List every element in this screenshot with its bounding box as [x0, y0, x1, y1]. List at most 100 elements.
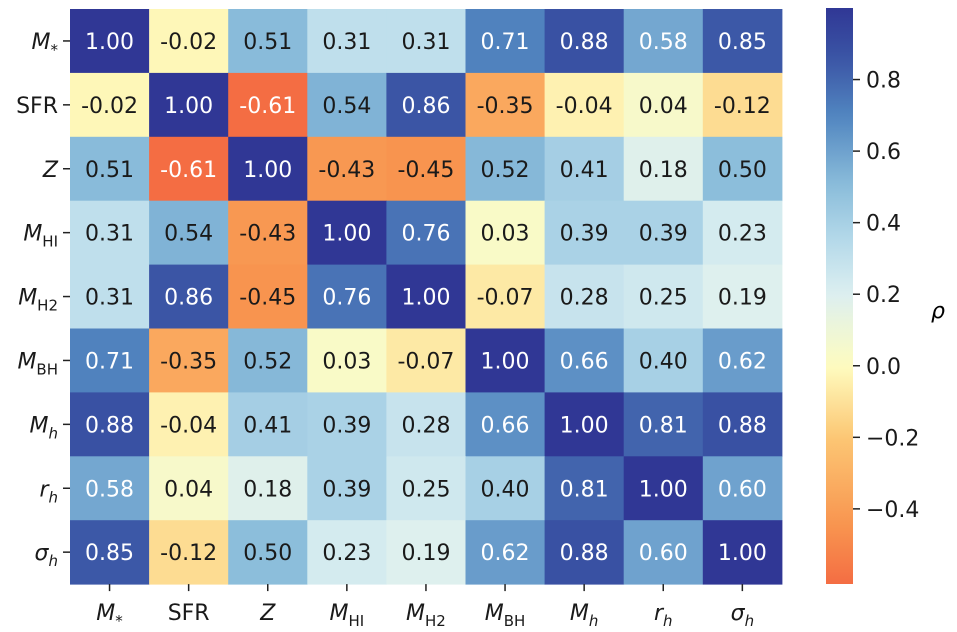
cell-value-label: 0.81 [639, 413, 688, 438]
heatmap-cell [465, 520, 546, 585]
axis-tick-label: rh [39, 477, 58, 506]
cell-value-label: 0.51 [85, 158, 134, 183]
cell-value-label: 0.66 [481, 413, 530, 438]
cell-value-label: 0.03 [481, 222, 530, 247]
colorbar-tick-label: 0.0 [866, 355, 901, 380]
heatmap-cell [307, 456, 387, 521]
cell-value-label: 0.39 [560, 222, 609, 247]
heatmap-cell [307, 9, 387, 74]
cell-value-label: 1.00 [639, 477, 688, 502]
colorbar [826, 8, 853, 584]
heatmap-cells: 1.00 -0.02 0.51 0.31 0.31 0.71 0.88 0.58 0.85 -0.… [70, 9, 783, 585]
colorbar-label: ρ [931, 299, 945, 324]
heatmap-cell [623, 200, 704, 266]
heatmap-cell [70, 328, 150, 393]
colorbar-ticks: 0.8 0.6 0.4 0.2 0.0 −0.2 −0.4 [853, 69, 919, 523]
cell-value-label: 0.88 [560, 541, 609, 566]
heatmap-cell [465, 264, 546, 329]
cell-value-label: -0.02 [160, 30, 217, 55]
cell-value-label: -0.61 [160, 158, 217, 183]
axis-tick-label: Z [42, 158, 59, 183]
cell-value-label: -0.07 [397, 349, 454, 374]
heatmap-cell [149, 9, 229, 74]
axis-tick-label: MHI [330, 601, 365, 630]
heatmap-cell [465, 392, 546, 457]
colorbar-tick-label: 0.2 [866, 283, 901, 308]
cell-value-label: 0.23 [718, 222, 767, 247]
cell-value-label: 0.23 [322, 541, 371, 566]
heatmap-cell [149, 456, 229, 521]
heatmap-cell [228, 136, 308, 202]
heatmap-cell [465, 328, 546, 393]
heatmap-cell [544, 456, 625, 521]
cell-value-label: 0.52 [481, 158, 530, 183]
heatmap-cell [702, 328, 783, 393]
heatmap-cell [623, 328, 704, 393]
heatmap-cell [70, 392, 150, 457]
heatmap-cell [544, 392, 625, 457]
heatmap-cell [307, 392, 387, 457]
cell-value-label: 1.00 [718, 541, 767, 566]
heatmap-cell [465, 456, 546, 521]
heatmap-cell [386, 136, 466, 202]
cell-value-label: 0.39 [322, 413, 371, 438]
heatmap-cell [70, 520, 150, 585]
heatmap-cell [623, 72, 704, 138]
heatmap-cell [149, 520, 229, 585]
cell-value-label: 0.19 [401, 541, 450, 566]
heatmap-cell [70, 9, 150, 74]
cell-value-label: 0.62 [718, 349, 767, 374]
cell-value-label: -0.04 [556, 94, 613, 119]
heatmap-cell [228, 392, 308, 457]
heatmap-cell [386, 520, 466, 585]
cell-value-label: 0.41 [243, 413, 292, 438]
heatmap-cell [702, 392, 783, 457]
cell-value-label: 0.19 [718, 286, 767, 311]
heatmap-cell [465, 200, 546, 266]
cell-value-label: 0.66 [560, 349, 609, 374]
cell-value-label: 0.62 [481, 541, 530, 566]
cell-value-label: 0.88 [560, 30, 609, 55]
cell-value-label: 0.40 [639, 349, 688, 374]
heatmap-cell [228, 264, 308, 329]
heatmap-cell [702, 200, 783, 266]
cell-value-label: -0.02 [81, 94, 138, 119]
cell-value-label: 1.00 [401, 286, 450, 311]
heatmap-cell [70, 200, 150, 266]
heatmap-cell [702, 72, 783, 138]
heatmap-cell [149, 392, 229, 457]
cell-value-label: 0.04 [639, 94, 688, 119]
axis-tick-label: rh [654, 601, 673, 630]
colorbar-tick-label: −0.4 [866, 498, 919, 523]
heatmap-cell [623, 392, 704, 457]
cell-value-label: 0.54 [164, 222, 213, 247]
cell-value-label: 0.51 [243, 30, 292, 55]
axis-tick-label: SFR [16, 94, 58, 119]
heatmap-cell [544, 264, 625, 329]
heatmap-cell [386, 328, 466, 393]
heatmap-cell [623, 136, 704, 202]
cell-value-label: 1.00 [164, 94, 213, 119]
heatmap-cell [465, 9, 546, 74]
heatmap-cell [149, 200, 229, 266]
cell-value-label: -0.12 [160, 541, 217, 566]
heatmap-cell [702, 456, 783, 521]
heatmap-cell [70, 136, 150, 202]
heatmap-cell [623, 264, 704, 329]
cell-value-label: -0.07 [477, 286, 534, 311]
axis-tick-label: SFR [168, 601, 210, 626]
cell-value-label: 0.39 [639, 222, 688, 247]
heatmap-cell [149, 328, 229, 393]
cell-value-label: -0.43 [318, 158, 375, 183]
axis-tick-label: Mh [570, 601, 599, 630]
cell-value-label: 0.31 [85, 286, 134, 311]
cell-value-label: 0.25 [639, 286, 688, 311]
heatmap-cell [307, 520, 387, 585]
axis-tick-label: MH2 [18, 286, 58, 315]
cell-value-label: 0.03 [322, 349, 371, 374]
cell-value-label: -0.45 [239, 286, 296, 311]
heatmap-cell [228, 456, 308, 521]
cell-value-label: 0.25 [401, 477, 450, 502]
cell-value-label: 0.39 [322, 477, 371, 502]
